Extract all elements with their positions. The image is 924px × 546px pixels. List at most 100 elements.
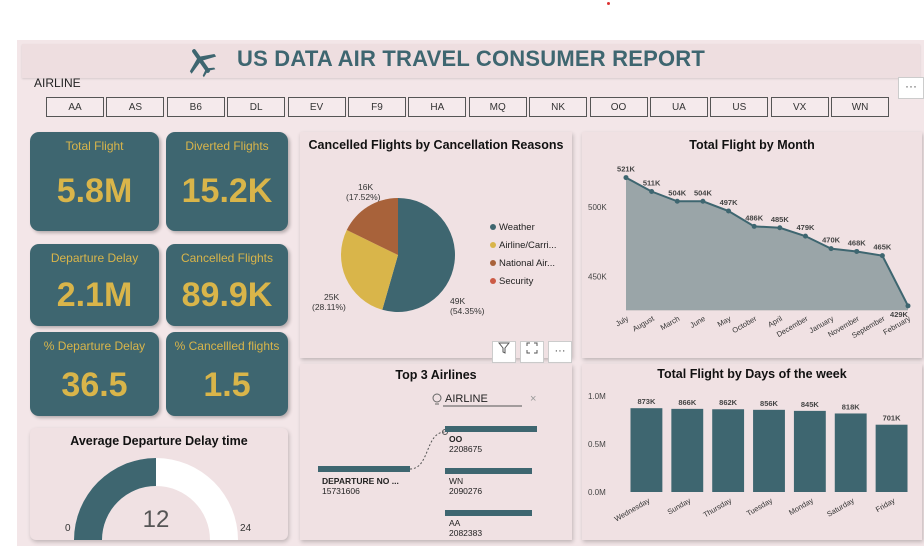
bar[interactable] [875,424,908,492]
bar[interactable] [671,408,704,492]
data-label: 845K [801,400,820,409]
slicer-chip-aa[interactable]: AA [46,97,104,117]
legend-dot [490,224,496,231]
slicer-chip-oo[interactable]: OO [589,97,648,117]
legend-label: Weather [499,222,535,233]
chart-title: Cancelled Flights by Cancellation Reason… [308,138,564,152]
top-airlines-card[interactable]: Top 3 Airlines AIRLINE × DEPARTURE NO ..… [300,364,572,540]
monthly-chart-card[interactable]: Total Flight by Month 500K 450K 521K July 51… [582,132,922,358]
slice-pct-label: (54.35%) [450,306,485,316]
lightbulb-icon [432,393,442,405]
focus-mode-icon[interactable] [520,341,544,363]
data-label: 485K [771,215,790,224]
data-label: 504K [694,188,713,197]
slicer-chip-ua[interactable]: UA [649,97,708,117]
data-point[interactable] [777,225,783,231]
data-point[interactable] [726,208,732,214]
slice-value-label: 49K [450,296,465,306]
slicer-chip-dl[interactable]: DL [227,97,286,117]
legend-label: Security [499,276,534,287]
kpi-value: 5.8M [56,172,133,210]
data-label: 497K [720,198,739,207]
kpi-cancelled-flights[interactable]: Cancelled Flights 89.9K [166,244,288,326]
slicer-chip-ha[interactable]: HA [408,97,467,117]
legend-item[interactable]: Weather [490,222,535,233]
slicer-chip-as[interactable]: AS [106,97,165,117]
slice-pct-label: (17.52%) [346,192,381,202]
kpi-label: Cancelled Flights [180,251,274,265]
data-point[interactable] [905,303,911,309]
kpi-label: Total Flight [65,139,124,153]
bar[interactable] [712,409,745,492]
slicer-chip-nk[interactable]: NK [529,97,588,117]
slice-value-label: 25K [324,292,339,302]
more-options-button[interactable]: ··· [548,341,572,363]
root-bar[interactable] [318,466,410,472]
airplane-icon [189,49,217,78]
slicer-label: AIRLINE [34,76,81,90]
data-point[interactable] [623,175,629,181]
legend-dot [490,260,496,267]
data-point[interactable] [700,198,706,204]
series-line [625,176,909,307]
gauge-chart [74,458,238,540]
slicer-chip-mq[interactable]: MQ [468,97,527,117]
node-value: 2208675 [449,444,483,454]
kpi-total-flight[interactable]: Total Flight 5.8M [30,132,159,231]
decomposition-tree [318,393,537,516]
slicer-chip-wn[interactable]: WN [831,97,890,117]
more-options-button[interactable]: ··· [898,77,924,99]
kpi-pct-departure-delay[interactable]: % Departure Delay 36.5 [30,332,159,416]
legend-item[interactable]: National Air... [490,258,555,269]
close-icon[interactable]: × [530,393,537,405]
slicer-chip-ev[interactable]: EV [287,97,346,117]
kpi-pct-cancelled-flights[interactable]: % Cancellled flights 1.5 [166,332,288,416]
node-bar-wn[interactable] [445,468,532,474]
data-point[interactable] [802,233,808,239]
pie-chart-card[interactable]: Cancelled Flights by Cancellation Reason… [300,132,572,358]
data-label: 511K [643,179,661,188]
node-value: 2082383 [449,528,483,538]
area-fill [626,177,908,310]
data-point[interactable] [751,223,757,229]
node-bar-oo[interactable] [445,426,537,432]
data-point[interactable] [674,198,680,204]
x-tick-label: Tuesday [745,496,774,518]
bar[interactable] [793,410,826,492]
kpi-diverted-flights[interactable]: Diverted Flights 15.2K [166,132,288,231]
slicer-chip-b6[interactable]: B6 [166,97,225,117]
page-title: US DATA AIR TRAVEL CONSUMER REPORT [237,46,705,71]
bar[interactable] [753,409,785,492]
legend-item[interactable]: Airline/Carri... [490,240,557,251]
slicer-chip-us[interactable]: US [710,97,769,117]
gauge-card[interactable]: Average Departure Delay time 0 24 12 [30,428,288,540]
pie-slice[interactable] [346,198,398,255]
chart-title: Total Flight by Month [689,138,815,152]
bar[interactable] [630,408,663,492]
legend-label: National Air... [499,258,555,269]
bar[interactable] [834,413,867,492]
data-point[interactable] [828,246,834,252]
y-tick-label: 1.0M [588,392,606,401]
data-label: 429K [890,310,909,319]
kpi-value: 1.5 [203,366,251,404]
legend-item[interactable]: Security [490,276,533,287]
node-bar-aa[interactable] [445,510,532,516]
data-label: 468K [848,238,867,247]
kpi-departure-delay[interactable]: Departure Delay 2.1M [30,244,159,326]
funnel-icon[interactable] [492,341,516,363]
data-point[interactable] [879,253,885,259]
tree-filter-label: AIRLINE [445,393,488,405]
title-bar [22,44,920,78]
pie-slice[interactable] [382,198,456,312]
data-point[interactable] [854,248,860,254]
slicer-chip-f9[interactable]: F9 [347,97,406,117]
pie-slice[interactable] [341,230,398,310]
data-point[interactable] [649,189,655,195]
x-tick-label: June [688,314,707,330]
kpi-label: % Departure Delay [43,339,146,353]
airline-slicer: AA AS B6 DL EV F9 HA MQ NK OO UA US VX W… [46,97,891,117]
slicer-chip-vx[interactable]: VX [770,97,829,117]
data-label: 470K [822,236,841,245]
weekday-chart-card[interactable]: Total Flight by Days of the week 1.0M 0.5… [582,364,922,540]
